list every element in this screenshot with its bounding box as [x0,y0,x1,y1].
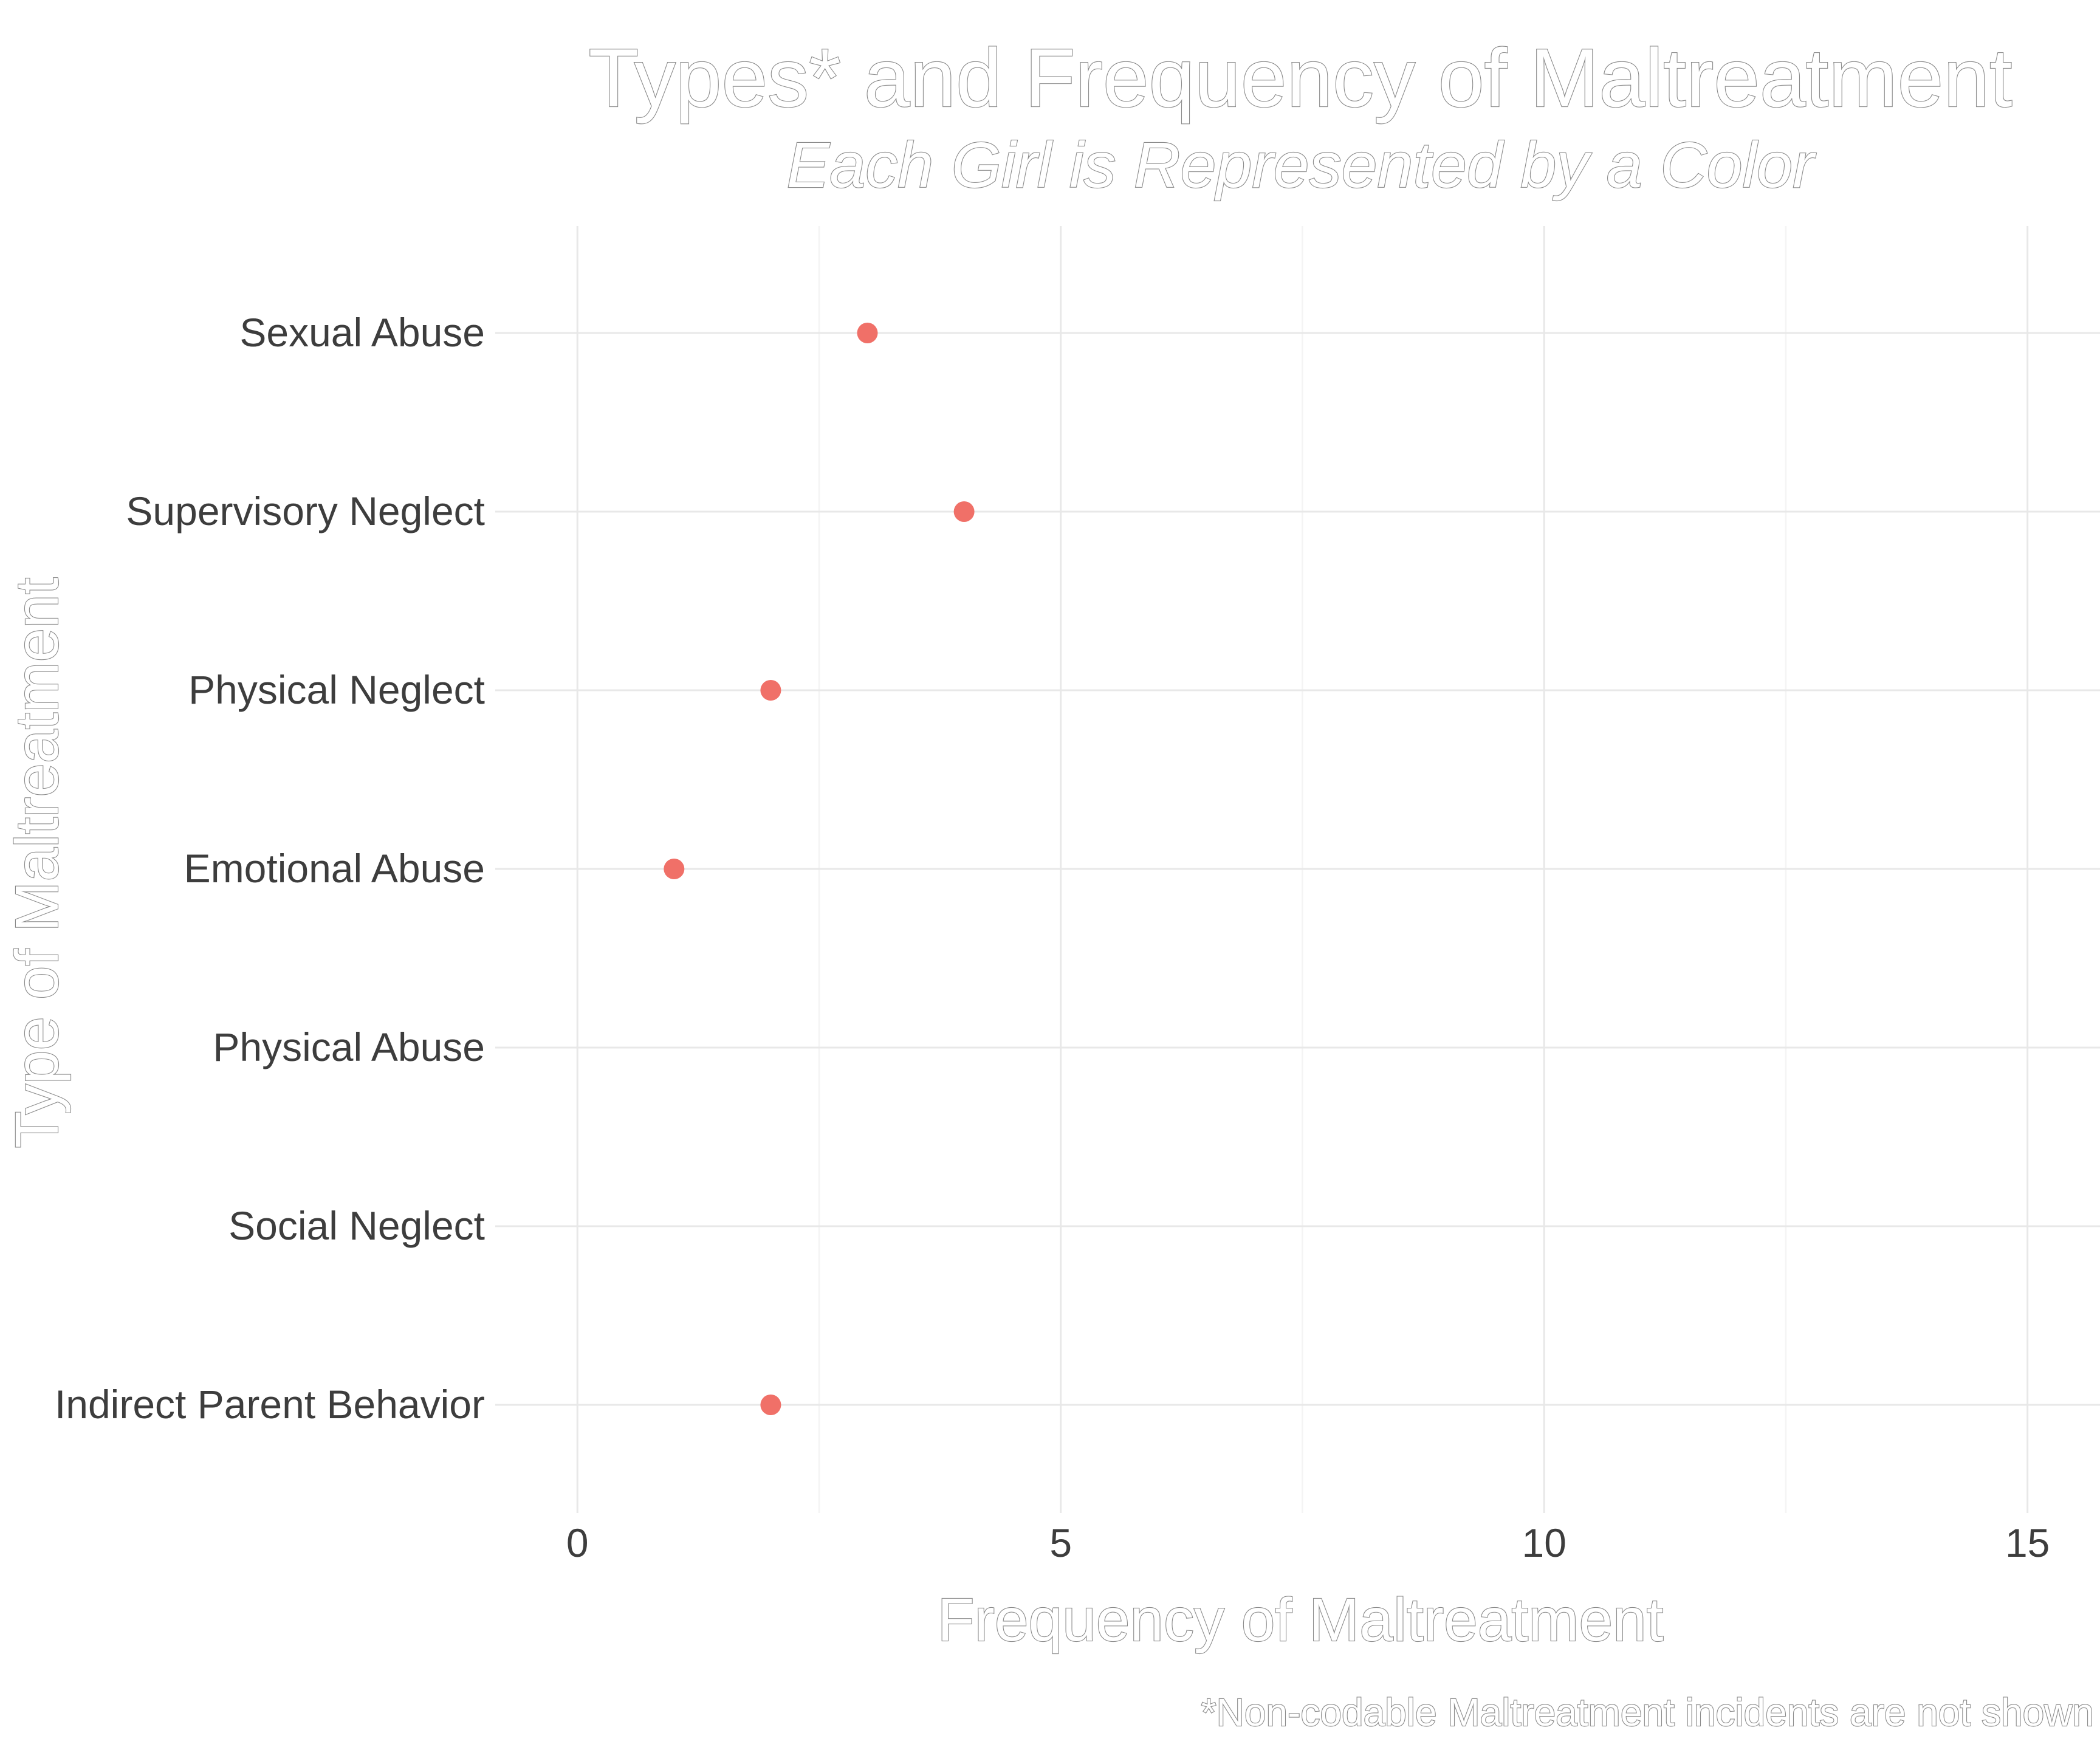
data-point [953,501,975,522]
x-axis-title: Frequency of Maltreatment [938,1586,1664,1654]
x-tick-label: 15 [2005,1520,2050,1565]
chart-caption: *Non-codable Maltreatment incidents are … [1201,1690,2094,1734]
y-tick-label: Physical Neglect [188,667,485,712]
y-axis-title: Type of Maltreatment [3,577,71,1148]
chart-subtitle: Each Girl is Represented by a Color [787,129,1817,201]
x-tick-label: 5 [1049,1520,1072,1565]
data-point [857,323,878,343]
grid-lines [495,226,2100,1513]
chart-title: Types* and Frequency of Maltreatment [588,32,2012,124]
data-points [664,323,975,1415]
y-tick-label: Emotional Abuse [184,846,485,891]
data-point [760,680,781,701]
y-tick-label: Supervisory Neglect [126,489,485,534]
y-tick-label: Physical Abuse [213,1024,485,1069]
tick-labels: 0 5 10 15 Sexual Abuse Supervisory Neglect Phy… [55,310,2050,1565]
x-tick-label: 0 [566,1520,589,1565]
x-tick-label: 10 [1522,1520,1566,1565]
y-tick-label: Sexual Abuse [239,310,485,355]
data-point [664,859,685,879]
y-tick-label: Indirect Parent Behavior [55,1382,485,1427]
data-point [760,1395,781,1415]
y-tick-label: Social Neglect [228,1203,485,1248]
